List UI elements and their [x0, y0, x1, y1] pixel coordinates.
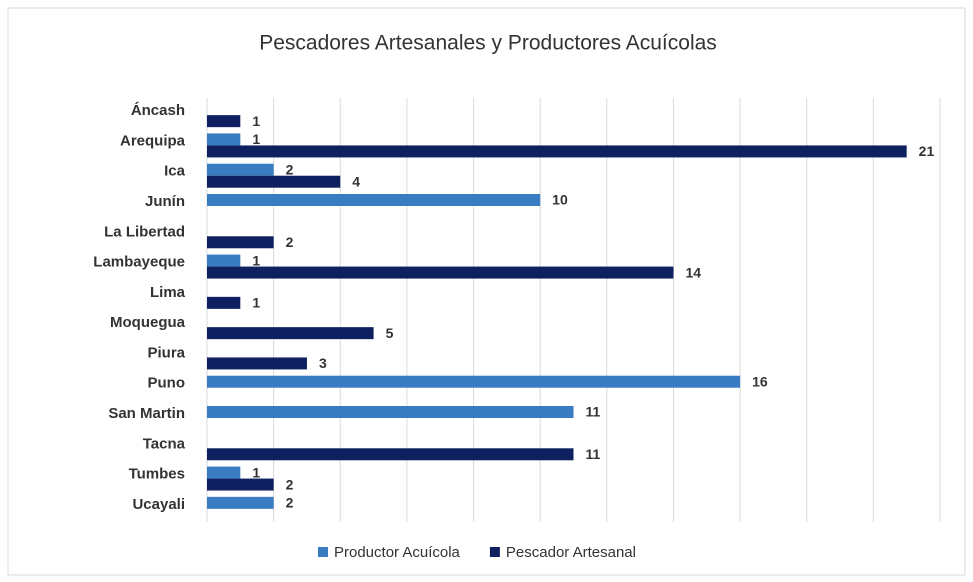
y-tick-label: Ica	[164, 163, 186, 180]
bar	[207, 254, 241, 267]
y-tick-label: San Martin	[108, 405, 185, 422]
y-tick-label: Ucayali	[132, 496, 185, 513]
data-label: 4	[352, 173, 360, 189]
bar	[207, 478, 274, 491]
bar	[207, 163, 274, 176]
bar	[207, 448, 574, 461]
data-label: 5	[386, 325, 394, 341]
data-label: 2	[286, 234, 294, 250]
bar	[207, 357, 307, 370]
data-label: 11	[586, 446, 601, 462]
y-tick-label: Piura	[147, 344, 185, 361]
bar	[207, 466, 241, 479]
chart-title: Pescadores Artesanales y Productores Acu…	[259, 32, 717, 55]
bar	[207, 115, 241, 128]
data-label: 1	[252, 295, 260, 311]
data-label: 1	[252, 464, 260, 480]
data-label: 2	[286, 161, 294, 177]
data-label: 2	[286, 476, 294, 492]
legend-label: Pescador Artesanal	[506, 544, 636, 561]
y-tick-label: Lima	[150, 284, 186, 301]
chart-frame	[7, 7, 966, 576]
bar	[207, 327, 374, 340]
legend-label: Productor Acuícola	[334, 544, 461, 561]
data-label: 16	[752, 373, 768, 389]
y-tick-label: Tacna	[143, 435, 186, 452]
y-tick-label: Puno	[148, 375, 186, 392]
legend-swatch	[318, 547, 328, 557]
bar	[207, 194, 541, 206]
y-tick-label: Arequipa	[120, 132, 186, 149]
data-label: 14	[685, 264, 701, 280]
y-tick-label: Moquegua	[110, 314, 186, 331]
data-label: 3	[319, 355, 327, 371]
data-label: 2	[286, 495, 294, 511]
bar	[207, 496, 274, 509]
y-tick-label: Junín	[145, 193, 185, 210]
bar	[207, 266, 674, 279]
data-label: 1	[252, 131, 260, 147]
data-label: 11	[586, 404, 601, 420]
y-tick-label: Áncash	[131, 102, 185, 119]
y-tick-label: La Libertad	[104, 223, 185, 240]
y-tick-label: Tumbes	[129, 466, 185, 483]
legend-swatch	[489, 547, 500, 557]
bar	[207, 296, 241, 309]
bar	[207, 145, 907, 158]
data-label: 10	[552, 192, 568, 208]
y-tick-label: Lambayeque	[93, 254, 185, 271]
bar	[207, 236, 274, 249]
bar	[207, 175, 341, 188]
bar	[207, 133, 241, 146]
data-label: 1	[252, 252, 260, 268]
bar	[207, 375, 741, 388]
data-label: 21	[919, 143, 935, 159]
data-label: 1	[252, 113, 260, 129]
bar	[207, 406, 574, 418]
